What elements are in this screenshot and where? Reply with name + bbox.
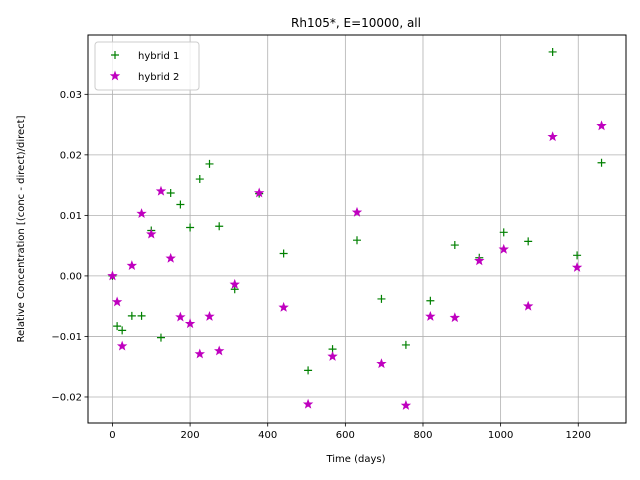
y-tick-label: 0.00 (60, 271, 82, 282)
legend-label: hybrid 2 (138, 72, 179, 83)
data-point (573, 251, 582, 260)
data-point (548, 47, 557, 56)
data-point (547, 131, 558, 142)
y-tick-label: −0.01 (51, 332, 82, 343)
data-point (166, 188, 175, 197)
data-point (401, 340, 410, 349)
x-axis-label: Time (days) (325, 454, 385, 465)
data-point (596, 120, 607, 131)
data-point (175, 311, 186, 322)
data-point (253, 187, 265, 198)
data-point (351, 206, 363, 217)
plot-frame (87, 34, 627, 424)
data-point (425, 311, 436, 321)
y-tick-label: 0.01 (60, 211, 82, 222)
data-point (278, 301, 289, 312)
x-tick-label: 600 (336, 430, 355, 441)
y-tick-label: −0.02 (51, 392, 82, 403)
data-point (127, 311, 136, 320)
data-point (118, 326, 127, 335)
data-point (353, 236, 361, 245)
data-point (111, 296, 123, 307)
data-point (184, 318, 196, 329)
y-axis: −0.02 −0.01 0.00 0.01 0.02 0.03 (51, 90, 88, 403)
legend-label: hybrid 1 (138, 51, 179, 62)
legend-marker (111, 51, 119, 59)
data-point (377, 294, 386, 303)
data-point (449, 312, 461, 323)
y-axis-label: Relative Concentration [(conc - direct)/… (16, 115, 27, 342)
legend: hybrid 1 hybrid 2 (94, 41, 200, 91)
data-point (327, 350, 338, 361)
data-point (205, 159, 214, 168)
grid (88, 35, 626, 423)
data-point (571, 261, 583, 272)
data-point (194, 348, 205, 359)
data-point (215, 222, 224, 231)
data-point (499, 228, 508, 237)
data-point (302, 398, 314, 409)
data-point (279, 249, 288, 258)
data-point (165, 252, 176, 263)
data-point (474, 255, 485, 266)
data-point (116, 340, 128, 351)
data-point (229, 278, 240, 289)
data-point (155, 185, 167, 196)
x-tick-label: 1000 (488, 430, 513, 441)
data-point (522, 300, 534, 311)
x-axis: 0 200 400 600 800 1000 1200 (109, 423, 591, 441)
legend-marker (109, 70, 121, 81)
data-point (426, 296, 435, 305)
x-tick-label: 400 (258, 430, 277, 441)
x-tick-label: 800 (413, 430, 432, 441)
data-point (156, 333, 165, 342)
x-tick-label: 0 (109, 430, 115, 441)
legend-box (94, 41, 200, 91)
data-point (186, 223, 195, 232)
y-tick-label: 0.02 (60, 150, 82, 161)
y-tick-label: 0.03 (60, 90, 82, 101)
data-point (498, 243, 509, 254)
data-point (450, 241, 459, 250)
data-point (107, 270, 118, 281)
data-point (137, 311, 146, 320)
data-point (204, 311, 215, 321)
data-point (400, 399, 412, 410)
plot-points (107, 47, 607, 410)
data-point (376, 358, 387, 369)
x-tick-label: 1200 (566, 430, 591, 441)
series-2 (107, 120, 607, 410)
data-point (126, 260, 138, 271)
data-point (146, 228, 157, 239)
data-point (597, 158, 606, 167)
data-point (176, 200, 185, 209)
data-point (214, 345, 225, 356)
data-point (113, 322, 122, 331)
data-point (136, 208, 147, 218)
x-tick-label: 200 (181, 430, 200, 441)
data-point (524, 237, 533, 246)
data-point (195, 175, 204, 184)
data-point (304, 366, 313, 375)
chart-title: Rh105*, E=10000, all (291, 16, 421, 30)
